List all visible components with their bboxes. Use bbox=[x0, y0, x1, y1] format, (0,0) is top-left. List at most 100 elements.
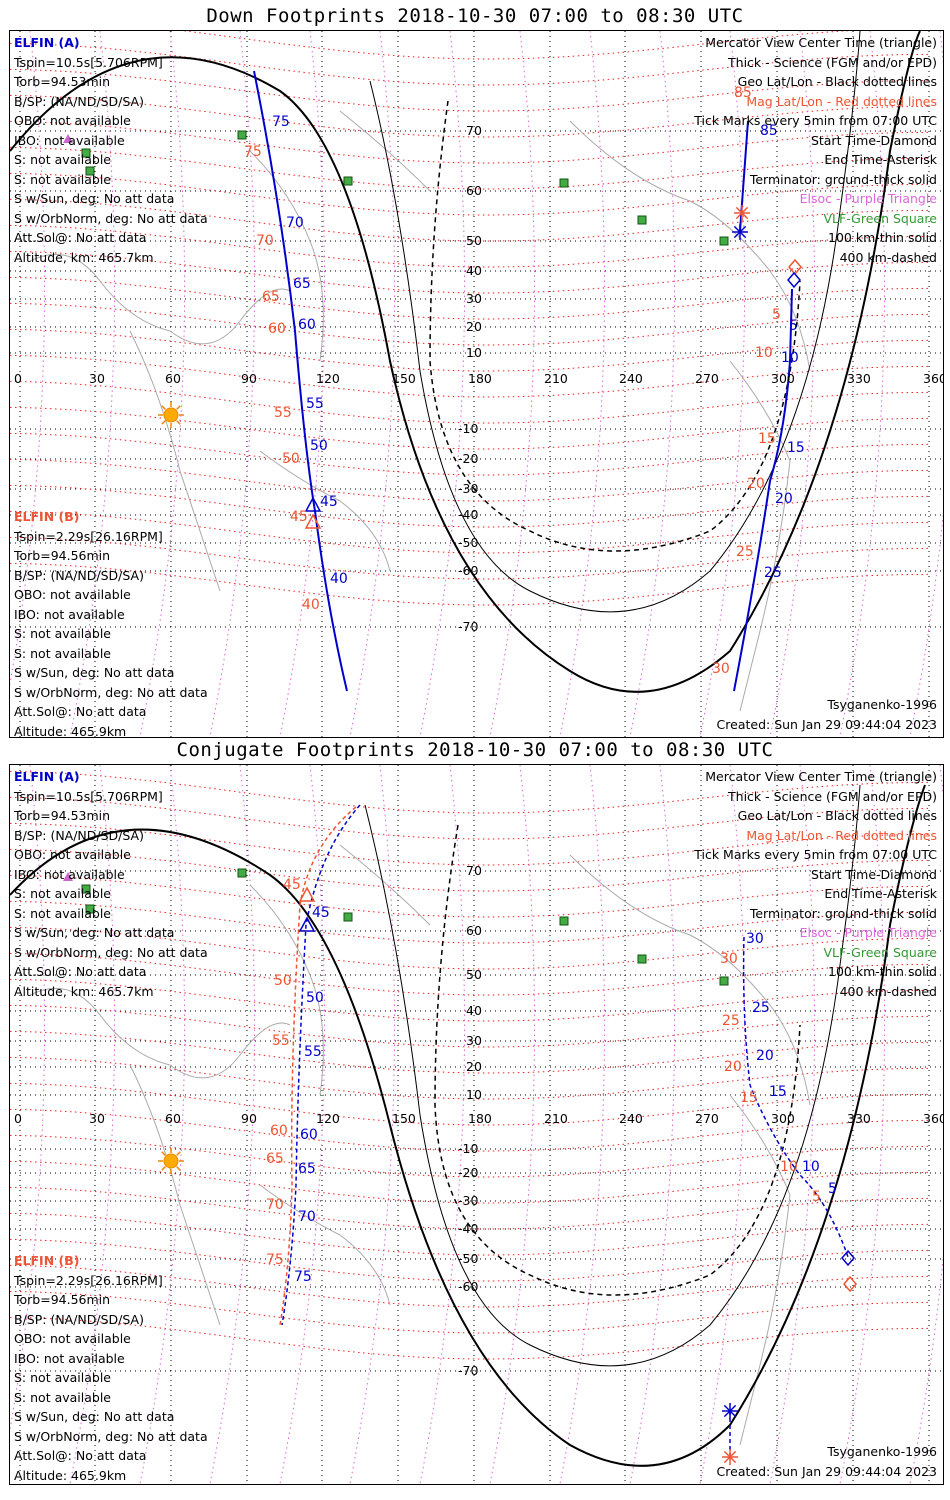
lon-tick-label: 210 bbox=[544, 1111, 568, 1126]
track-time-label: 30 bbox=[712, 661, 730, 677]
mag-meridian-line bbox=[69, 765, 116, 1484]
sat-a-line: B/SP: (NA/ND/SD/SA) bbox=[14, 827, 144, 843]
coastline bbox=[259, 1184, 391, 1306]
track-time-label: 75 bbox=[266, 1252, 284, 1268]
sat-b-line: OBO: not available bbox=[14, 587, 131, 602]
legend-entry: Mag Lat/Lon - Red dotted lines bbox=[746, 93, 937, 109]
lat-tick-label: -60 bbox=[458, 563, 479, 578]
sat-b-line: Altitude: 465.9km bbox=[14, 723, 127, 738]
lon-tick-label: 120 bbox=[316, 371, 340, 386]
sat-b-line: S: not available bbox=[14, 1370, 111, 1385]
sat-a-line: S w/Sun, deg: No att data bbox=[14, 925, 175, 940]
conjugate-track-a-east bbox=[742, 936, 849, 1258]
coastline bbox=[129, 330, 221, 592]
sat-b-line: S w/OrbNorm, deg: No att data bbox=[14, 1428, 208, 1444]
vlf-station-marker bbox=[637, 954, 647, 964]
legend-entry: Terminator: ground-thick solid bbox=[749, 905, 937, 921]
legend-entry: Elsoc - Purple Triangle bbox=[799, 925, 937, 940]
400km-boundary bbox=[429, 100, 801, 552]
sat-a-line: S w/Sun, deg: No att data bbox=[14, 191, 175, 206]
legend-entry: Tick Marks every 5min from 07:00 UTC bbox=[694, 113, 937, 128]
track-time-label: 70 bbox=[298, 1209, 316, 1225]
down-track-a-south bbox=[733, 288, 793, 692]
track-time-label: 20 bbox=[724, 1059, 742, 1075]
sat-a-info: ELFIN (A) Tspin=10.5s[5.706RPM] Torb=94.53… bbox=[14, 767, 208, 1001]
track-time-label: 25 bbox=[722, 1013, 740, 1029]
vlf-station-marker bbox=[85, 166, 95, 176]
lon-tick-label: 150 bbox=[392, 1111, 416, 1126]
terminator-curve bbox=[10, 784, 926, 1467]
track-time-label: 55 bbox=[272, 1033, 290, 1049]
mag-meridian-line bbox=[839, 765, 886, 1484]
lon-tick-label: 180 bbox=[468, 371, 492, 386]
track-time-label: 65 bbox=[266, 1151, 284, 1167]
vlf-station-marker bbox=[81, 148, 91, 158]
legend-entry: End Time-Asterisk bbox=[824, 886, 937, 901]
lat-tick-label: 40 bbox=[466, 1003, 482, 1018]
lon-tick-label: 90 bbox=[241, 1111, 257, 1126]
legend-entry: Start Time-Diamond bbox=[810, 866, 937, 882]
vlf-station-marker bbox=[85, 904, 95, 914]
lon-tick-label: 60 bbox=[165, 371, 181, 386]
mag-meridian-line bbox=[769, 31, 816, 737]
lon-tick-label: 240 bbox=[619, 371, 643, 386]
start-time-diamond-a bbox=[787, 271, 801, 289]
vlf-station-marker bbox=[719, 236, 729, 246]
sat-b-name: ELFIN (B) bbox=[14, 509, 80, 524]
mag-meridian-line bbox=[279, 765, 326, 1484]
track-time-label: 70 bbox=[286, 215, 304, 231]
legend-entry: Geo Lat/Lon - Black dotted lines bbox=[737, 74, 937, 89]
track-time-label: 70 bbox=[266, 1197, 284, 1213]
lat-tick-label: -30 bbox=[458, 481, 479, 496]
lat-tick-label: -30 bbox=[458, 1193, 479, 1208]
track-time-label: 10 bbox=[781, 350, 799, 366]
legend-entry: End Time-Asterisk bbox=[824, 152, 937, 167]
sat-b-line: S w/Sun, deg: No att data bbox=[14, 1409, 175, 1424]
sat-b-line: IBO: not available bbox=[14, 606, 125, 622]
lon-tick-label: 180 bbox=[468, 1111, 492, 1126]
coastline bbox=[249, 884, 324, 1096]
track-time-label: 40 bbox=[302, 597, 320, 613]
lon-tick-label: 0 bbox=[14, 1111, 22, 1126]
lat-tick-label: 70 bbox=[466, 123, 482, 138]
sat-a-line: S w/OrbNorm, deg: No att data bbox=[14, 210, 208, 226]
track-time-label: 60 bbox=[298, 317, 316, 333]
sat-a-line: IBO: not available bbox=[14, 866, 125, 882]
sat-b-line: Torb=94.56min bbox=[14, 548, 111, 563]
100km-boundary bbox=[364, 784, 861, 1367]
sat-b-line: S w/OrbNorm, deg: No att data bbox=[14, 684, 208, 700]
vlf-station-marker bbox=[719, 976, 729, 986]
lat-tick-label: 10 bbox=[466, 345, 482, 360]
down-footprints-map: 0 30 60 90 120 150 180 210 240 270 300 330 360 70 60 50… bbox=[9, 30, 944, 738]
sun-icon bbox=[158, 1148, 184, 1174]
sat-a-line: Tspin=10.5s[5.706RPM] bbox=[14, 788, 163, 804]
legend-entry: Start Time-Diamond bbox=[810, 132, 937, 148]
lat-tick-label: -50 bbox=[458, 535, 479, 550]
sat-b-line: Att.Sol@: No att data bbox=[14, 704, 147, 719]
lat-tick-label: 70 bbox=[466, 863, 482, 878]
sat-b-line: Torb=94.56min bbox=[14, 1292, 111, 1307]
lat-tick-label: 50 bbox=[466, 967, 482, 982]
lat-tick-label: -10 bbox=[458, 1141, 479, 1156]
lat-tick-label: -20 bbox=[458, 451, 479, 466]
track-time-label: 50 bbox=[306, 990, 324, 1006]
track-time-label: 65 bbox=[293, 276, 311, 292]
track-time-label: 45 bbox=[312, 905, 330, 921]
model-label: Tsyganenko-1996 bbox=[827, 1444, 937, 1459]
track-time-label: 60 bbox=[270, 1123, 288, 1139]
coastline bbox=[569, 120, 811, 372]
lat-tick-label: -70 bbox=[458, 1363, 479, 1378]
track-time-label: 85 bbox=[760, 123, 778, 139]
track-time-label: 65 bbox=[298, 1161, 316, 1177]
lon-tick-label: 210 bbox=[544, 371, 568, 386]
vlf-station-marker bbox=[559, 178, 569, 188]
lon-tick-label: 60 bbox=[165, 1111, 181, 1126]
lon-tick-label: 330 bbox=[847, 371, 871, 386]
coastline bbox=[339, 844, 431, 926]
sat-b-line: Altitude: 465.9km bbox=[14, 1467, 127, 1483]
track-time-label: 45 bbox=[320, 494, 338, 510]
vlf-station-marker bbox=[637, 215, 647, 225]
sat-a-info: ELFIN (A) Tspin=10.5s[5.706RPM] Torb=94.53… bbox=[14, 33, 208, 267]
lon-tick-label: 90 bbox=[241, 371, 257, 386]
track-time-label: 75 bbox=[272, 114, 290, 130]
